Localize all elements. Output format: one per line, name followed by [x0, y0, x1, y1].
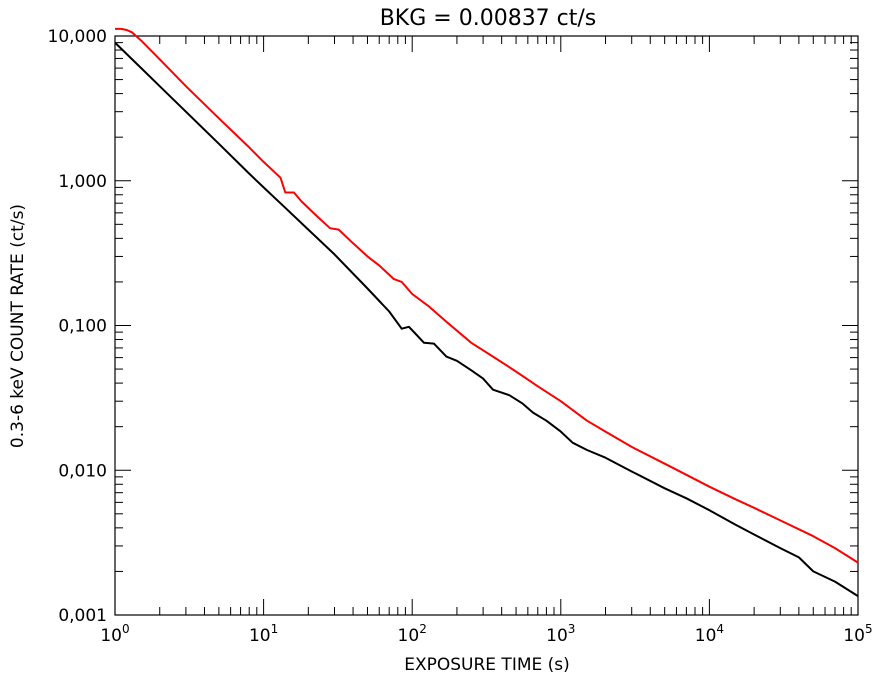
x-tick-label-exp: 1 [271, 622, 279, 636]
x-axis-label: EXPOSURE TIME (s) [404, 655, 570, 675]
x-tick-label-base: 10 [398, 626, 420, 646]
y-tick-label: 0,100 [58, 317, 107, 337]
series-line-1 [115, 27, 859, 564]
x-tick-label: 104 [695, 622, 724, 646]
y-axis-label: 0.3-6 keV COUNT RATE (ct/s) [8, 204, 28, 448]
x-tick-label-exp: 5 [865, 622, 873, 636]
x-tick-label-exp: 4 [716, 622, 724, 636]
x-tick-label-base: 10 [100, 626, 122, 646]
x-tick-labels: 100 101 102 103 104 105 [100, 622, 872, 646]
series-line-2 [114, 41, 859, 597]
x-tick-label-base: 10 [695, 626, 717, 646]
x-tick-label-exp: 3 [568, 622, 576, 636]
y-tick-labels: 0,001 0,010 0,100 1,000 10,000 [48, 27, 107, 626]
plot-border [114, 35, 859, 616]
x-tick-label-exp: 2 [419, 622, 427, 636]
x-tick-label-base: 10 [249, 626, 271, 646]
x-tick-label: 103 [546, 622, 575, 646]
x-tick-label: 100 [100, 622, 129, 646]
axis-ticks [114, 35, 859, 616]
x-tick-label: 105 [843, 622, 872, 646]
y-tick-label: 10,000 [48, 27, 107, 47]
y-tick-label: 0,001 [58, 606, 107, 626]
x-tick-label-exp: 0 [122, 622, 130, 636]
plot-frame [114, 35, 859, 616]
y-tick-label: 1,000 [58, 172, 107, 192]
x-tick-label-base: 10 [546, 626, 568, 646]
y-tick-label: 0,010 [58, 461, 107, 481]
chart-title: BKG = 0.00837 ct/s [380, 6, 597, 31]
x-tick-label: 101 [249, 622, 278, 646]
x-tick-label-base: 10 [843, 626, 865, 646]
x-tick-label: 102 [398, 622, 427, 646]
series-group [114, 27, 859, 597]
